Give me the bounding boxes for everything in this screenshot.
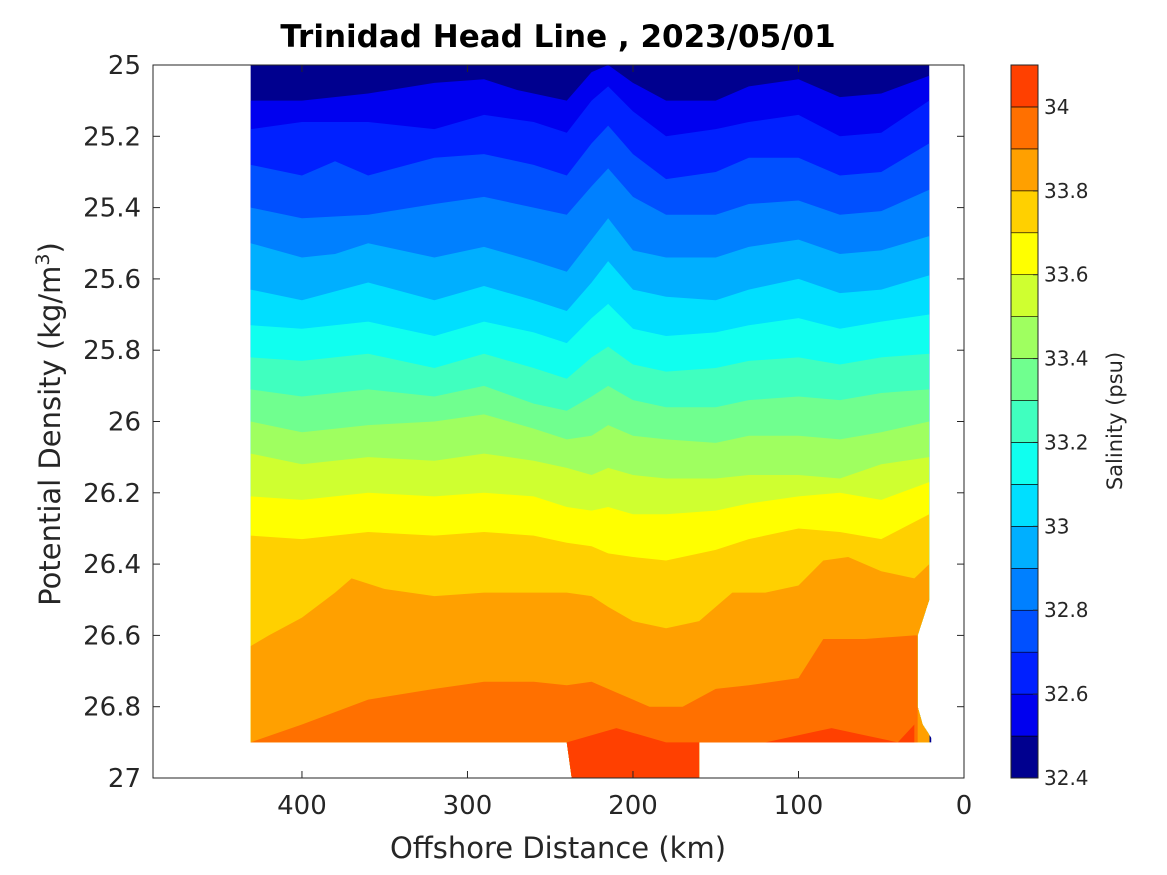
x-tick-label: 0 <box>956 791 973 821</box>
y-tick-label: 26.4 <box>83 550 141 580</box>
colorbar-swatch <box>1010 148 1039 192</box>
colorbar-tick-label: 33 <box>1044 514 1069 538</box>
colorbar-tick-label: 32.8 <box>1044 598 1089 622</box>
colorbar-swatch <box>1010 609 1039 653</box>
contour-fill-group <box>250 65 932 778</box>
y-tick-label: 25 <box>108 51 141 81</box>
y-axis-label-superscript: 3 <box>32 253 54 265</box>
y-tick-label: 26.8 <box>83 693 141 723</box>
colorbar-tick-label: 33.6 <box>1044 263 1089 287</box>
y-axis: 25 25.2 25.4 25.6 25.8 26 26.2 26.4 26.6 26.8 27 <box>83 51 964 794</box>
colorbar-frame <box>1010 64 1039 779</box>
x-tick-label: 200 <box>608 791 658 821</box>
colorbar-tick-label: 33.2 <box>1044 430 1089 454</box>
colorbar-ticks: 32.4 32.6 32.8 33 33.2 33.4 33.6 33.8 34 <box>1033 95 1089 790</box>
colorbar-label: Salinity (psu) <box>1103 352 1127 490</box>
y-axis-label: Potential Density (kg/m3) <box>32 242 67 606</box>
y-tick-label: 26.2 <box>83 479 141 509</box>
colorbar-swatch <box>1010 400 1039 443</box>
colorbar-swatch <box>1010 64 1039 108</box>
colorbar-swatch <box>1010 442 1039 485</box>
chart-title: Trinidad Head Line , 2023/05/01 <box>280 19 835 55</box>
y-tick-label: 27 <box>108 764 141 794</box>
colorbar-swatch <box>1010 567 1039 611</box>
colorbar-swatch <box>1010 190 1039 234</box>
x-axis-label: Offshore Distance (km) <box>390 831 726 865</box>
y-tick-label: 26.6 <box>83 621 141 651</box>
colorbar-tick-label: 34 <box>1044 95 1069 119</box>
colorbar-swatch <box>1010 651 1039 695</box>
colorbar-swatch <box>1010 484 1039 527</box>
colorbar-swatch <box>1010 274 1039 317</box>
colorbar-tick-label: 33.4 <box>1044 347 1089 371</box>
colorbar-swatch <box>1010 735 1039 779</box>
colorbar <box>1010 64 1039 779</box>
x-tick-label: 100 <box>774 791 824 821</box>
y-tick-label: 26 <box>108 408 141 438</box>
colorbar-swatch <box>1010 526 1039 569</box>
colorbar-tick-label: 33.8 <box>1044 179 1089 203</box>
y-axis-label-text: Potential Density (kg/m <box>33 266 67 606</box>
x-axis: 400 300 200 100 0 <box>277 65 972 821</box>
colorbar-tick-label: 32.6 <box>1044 682 1089 706</box>
y-axis-label-close: ) <box>33 242 67 253</box>
colorbar-swatch <box>1010 358 1039 401</box>
y-tick-label: 25.4 <box>83 194 141 224</box>
colorbar-swatch <box>1010 316 1039 359</box>
colorbar-swatch <box>1010 693 1039 737</box>
colorbar-swatch <box>1010 106 1039 150</box>
colorbar-swatch <box>1010 232 1039 276</box>
x-tick-label: 400 <box>277 791 327 821</box>
y-tick-label: 25.6 <box>83 265 141 295</box>
y-tick-label: 25.2 <box>83 122 141 152</box>
colorbar-tick-label: 32.4 <box>1044 766 1089 790</box>
x-tick-label: 300 <box>443 791 493 821</box>
y-tick-label: 25.8 <box>83 336 141 366</box>
